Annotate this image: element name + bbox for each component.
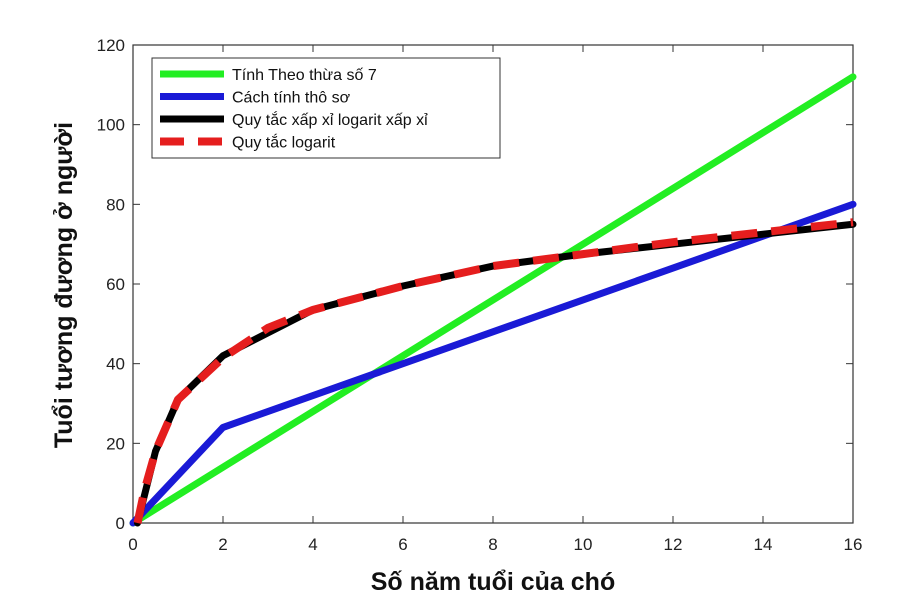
series-line-1 [129, 73, 857, 527]
series-line-2 [129, 200, 857, 527]
series-line-4 [133, 218, 854, 524]
y-tick-label: 60 [106, 275, 125, 294]
x-tick-label: 8 [488, 535, 497, 554]
y-tick-label: 40 [106, 355, 125, 374]
x-axis-ticks: 0 2 4 6 8 10 12 14 16 [128, 45, 862, 554]
x-tick-label: 10 [574, 535, 593, 554]
x-axis-title: Số năm tuổi của chó [371, 568, 615, 596]
y-tick-label: 100 [97, 116, 125, 135]
legend-label-1: Tính Theo thừa số 7 [232, 67, 377, 84]
x-tick-label: 0 [128, 535, 137, 554]
series-layer [129, 73, 857, 527]
x-tick-label: 6 [398, 535, 407, 554]
x-tick-label: 4 [308, 535, 317, 554]
y-tick-label: 80 [106, 195, 125, 214]
x-tick-label: 16 [844, 535, 863, 554]
y-tick-label: 20 [106, 434, 125, 453]
y-axis-ticks: 0 20 40 60 80 100 120 [97, 36, 853, 533]
legend-label-2: Cách tính thô sơ [232, 90, 351, 107]
x-tick-label: 2 [218, 535, 227, 554]
x-tick-label: 14 [754, 535, 773, 554]
legend-label-4: Quy tắc logarit [232, 133, 336, 152]
x-tick-label: 12 [664, 535, 683, 554]
y-tick-label: 0 [116, 514, 125, 533]
y-axis-title: Tuổi tương đương ở người [50, 122, 78, 448]
y-tick-label: 120 [97, 36, 125, 55]
legend-label-3: Quy tắc xấp xỉ logarit xấp xỉ [232, 110, 428, 129]
legend: Tính Theo thừa số 7 Cách tính thô sơ Quy t… [151, 57, 501, 159]
